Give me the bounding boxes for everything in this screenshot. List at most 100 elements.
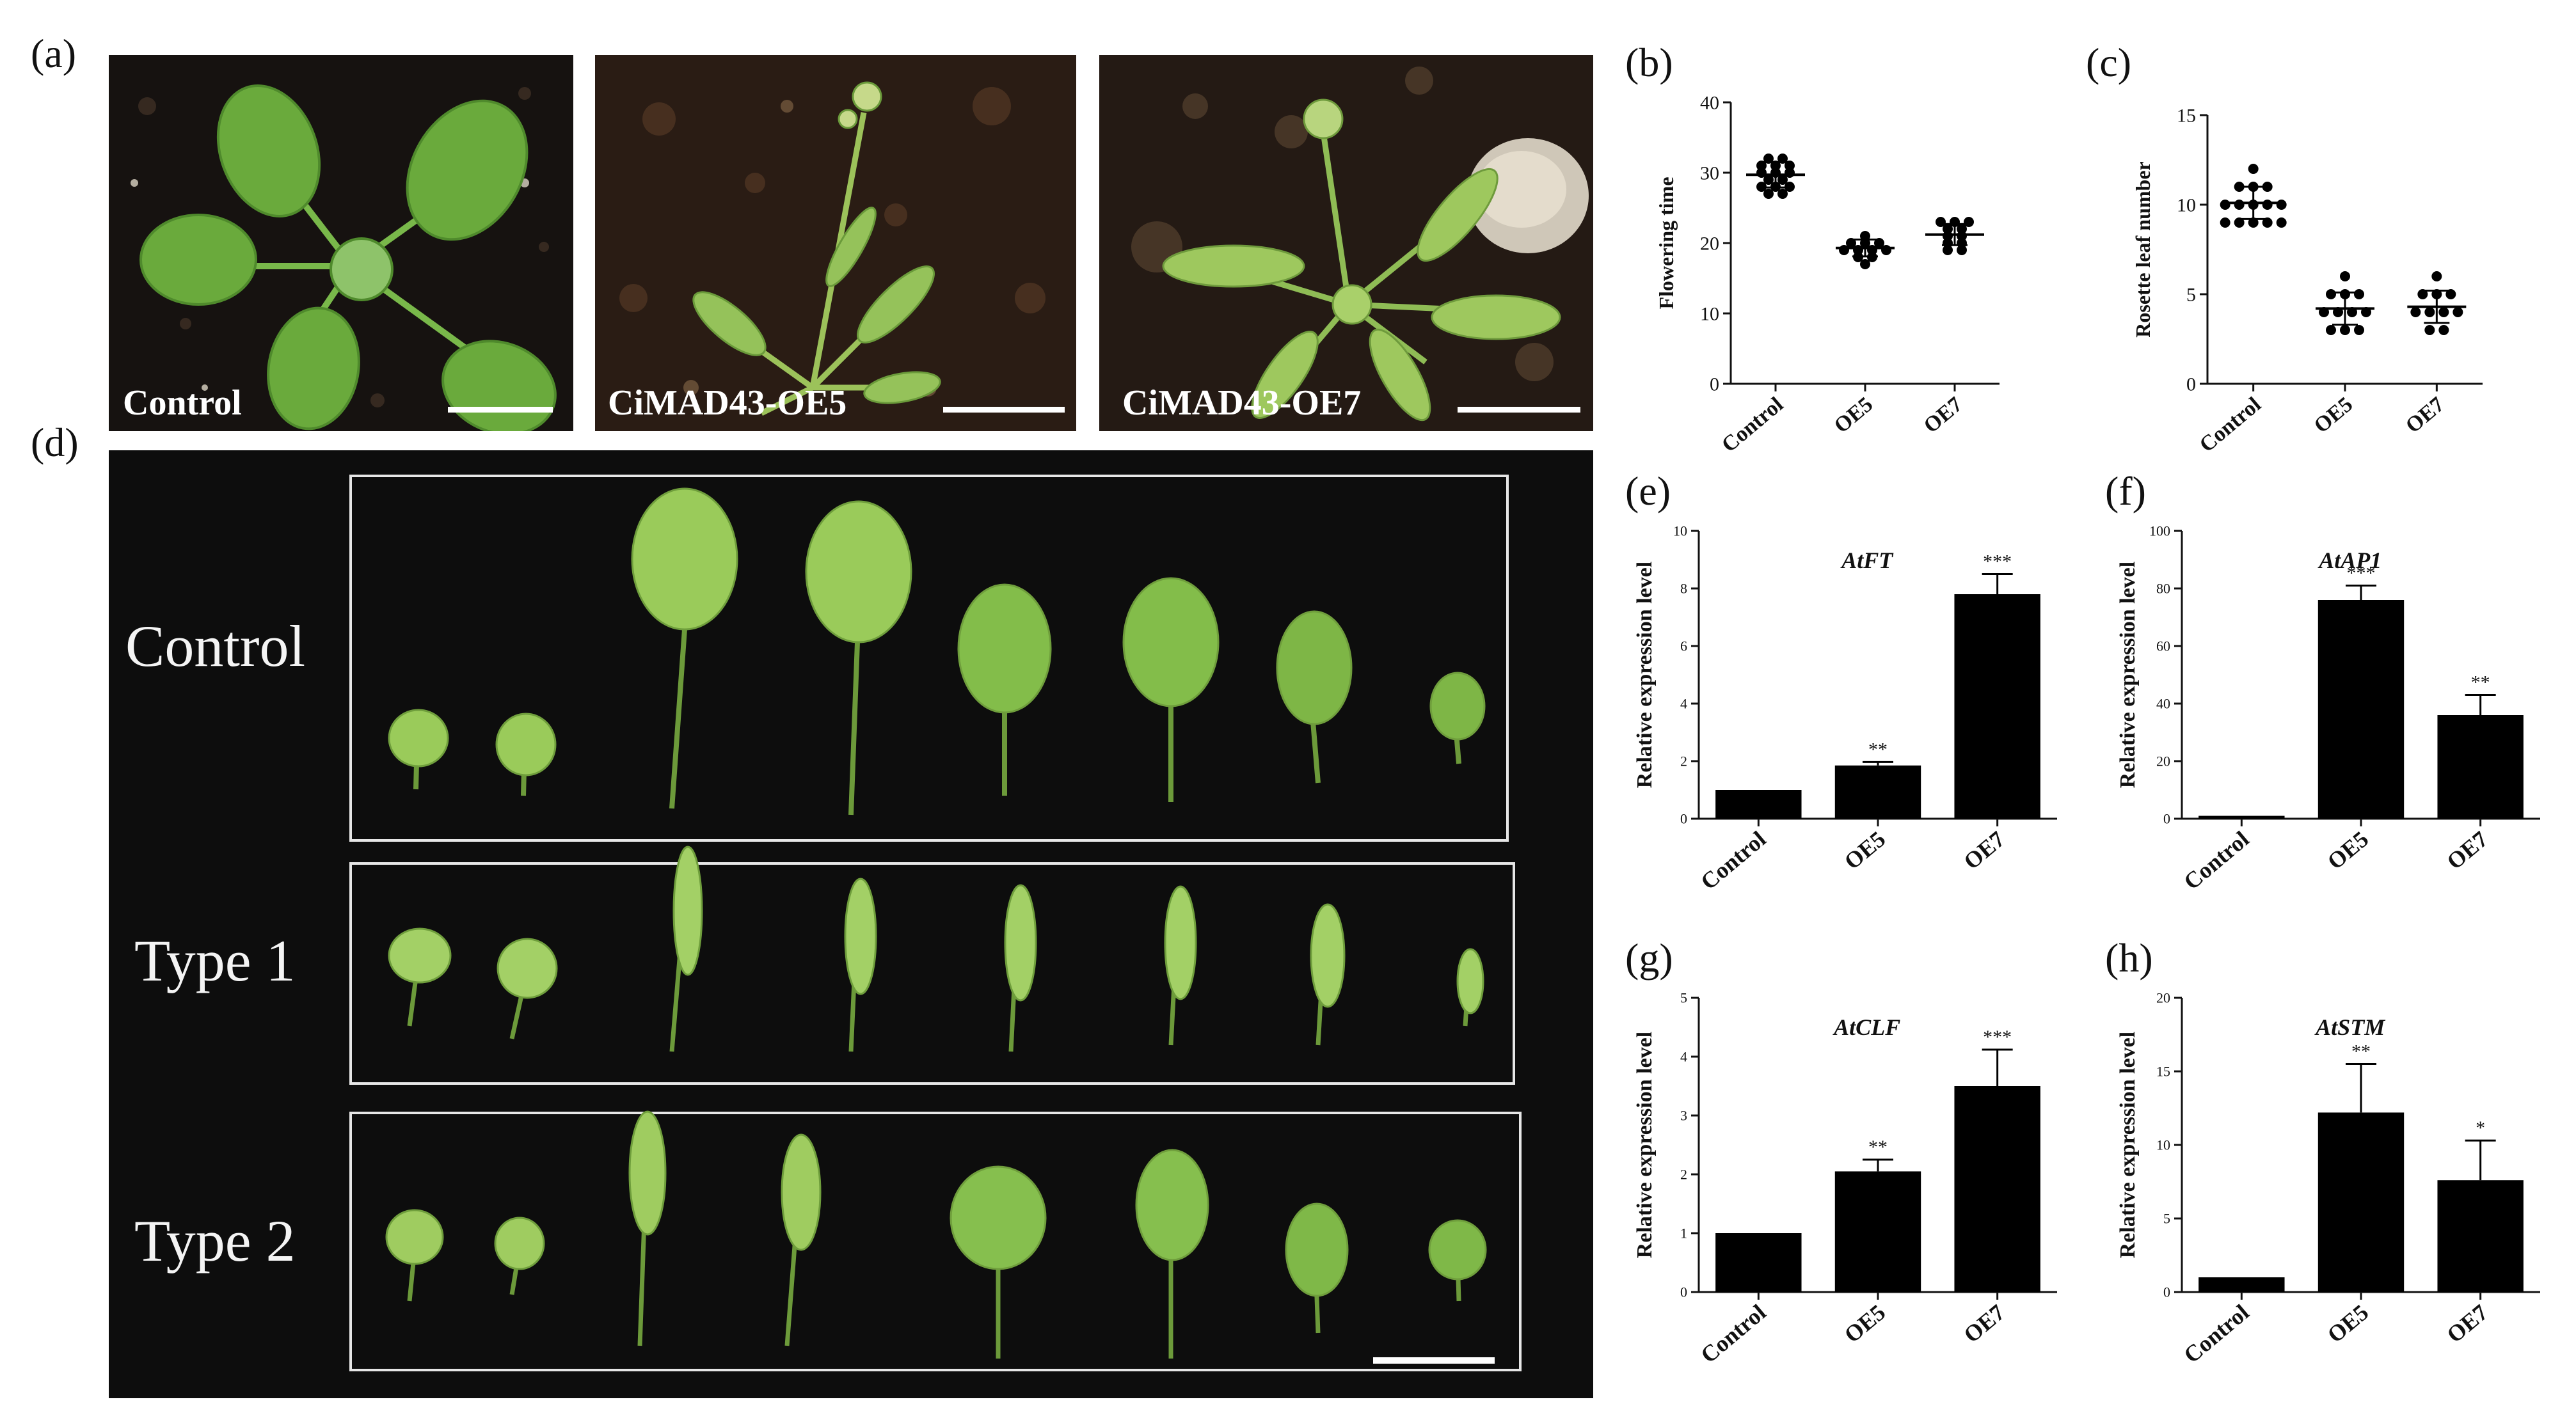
y-tick-label: 20 [2156, 753, 2170, 769]
bar [2318, 1112, 2405, 1292]
data-point [2248, 164, 2259, 174]
data-point [1777, 189, 1788, 199]
y-tick-label: 5 [2186, 285, 2196, 306]
photo-label-oe5: CiMAD43-OE5 [608, 383, 847, 423]
bar [1834, 1171, 1921, 1292]
data-point [1881, 245, 1891, 255]
significance-label: *** [2347, 563, 2376, 584]
x-tick-label: OE5 [2310, 393, 2357, 438]
chart-e-atft: 0 2 4 6 8 10 Relative expression level Control O… [1628, 518, 2102, 927]
y-tick-label: 15 [2177, 106, 2196, 127]
x-tick-label: OE7 [1959, 1299, 2009, 1348]
y-axis-label: Rosette leaf number [2131, 161, 2154, 337]
x-tick-label: OE5 [1840, 826, 1890, 874]
data-point [2262, 200, 2273, 210]
data-point [2445, 289, 2456, 299]
frame-type2-row [349, 1112, 1522, 1371]
panel-label-c: (c) [2086, 40, 2132, 85]
data-point [2438, 325, 2449, 335]
data-point [1839, 245, 1849, 255]
chart-h-svg: 0 5 10 15 20 Relative expression level Control… [2116, 990, 2540, 1368]
y-tick-label: 20 [2156, 990, 2170, 1006]
significance-label: ** [1868, 739, 1888, 760]
data-point [2326, 289, 2336, 299]
y-tick-label: 100 [2149, 523, 2170, 539]
y-tick-label: 3 [1680, 1108, 1687, 1124]
data-point [2431, 271, 2442, 281]
y-tick-label: 30 [1700, 163, 1719, 184]
panel-label-a: (a) [31, 31, 77, 76]
row-label-control: Control [125, 613, 306, 679]
y-tick-label: 5 [2163, 1211, 2170, 1227]
x-tick-label: OE7 [1959, 826, 2009, 874]
type2-leaves [385, 1110, 1487, 1359]
y-tick-label: 1 [1680, 1226, 1687, 1242]
significance-label: ** [2351, 1041, 2371, 1062]
photo-label-oe7: CiMAD43-OE7 [1122, 383, 1362, 423]
bar [2198, 1277, 2285, 1292]
row-label-type1: Type 1 [134, 928, 296, 993]
data-point [2234, 182, 2245, 192]
y-axis-label: Relative expression level [1633, 1032, 1657, 1258]
y-tick-label: 0 [1710, 374, 1719, 395]
data-point [1785, 182, 1795, 192]
panel-label-h: (h) [2105, 935, 2153, 981]
panel-label-d: (d) [31, 420, 79, 465]
photo-control-plant: Control [109, 55, 573, 431]
chart-g-atclf: 0 1 2 3 4 5 Relative expression level Control OE… [1628, 985, 2102, 1401]
data-point [2262, 217, 2273, 228]
x-tick-label: Control [2179, 826, 2254, 894]
chart-f-atap1: 0 20 40 60 80 100 Relative expression level Con… [2111, 518, 2559, 927]
x-tick-label: OE7 [1920, 393, 1967, 438]
data-point [2220, 200, 2230, 210]
y-tick-label: 20 [1700, 233, 1719, 255]
bar [2318, 600, 2405, 819]
data-point [2234, 200, 2245, 210]
photo-label-control: Control [123, 383, 242, 423]
data-point [1943, 224, 1953, 234]
panel-label-b: (b) [1625, 40, 1673, 85]
y-tick-label: 4 [1680, 1049, 1687, 1065]
frame-type1-row [349, 862, 1515, 1085]
data-point [1943, 245, 1953, 255]
data-point [1957, 245, 1967, 255]
data-point [2417, 289, 2428, 299]
y-tick-label: 40 [2156, 696, 2170, 712]
bar [1834, 765, 1921, 819]
x-tick-label: OE7 [2401, 393, 2449, 438]
y-tick-label: 8 [1680, 581, 1687, 597]
chart-b-flowering-time: 0 10 20 30 40 Flowering time Control OE5 OE7 [1628, 90, 2076, 467]
data-point [1777, 175, 1788, 185]
y-tick-label: 10 [2156, 1137, 2170, 1153]
data-point [2326, 325, 2336, 335]
x-tick-label: Control [2195, 393, 2266, 457]
x-tick-label: OE7 [2442, 1299, 2492, 1348]
y-tick-label: 10 [1673, 523, 1687, 539]
control-leaves [388, 487, 1486, 816]
data-point [2276, 200, 2287, 210]
panel-label-e: (e) [1625, 468, 1671, 514]
y-tick-label: 0 [2163, 1284, 2170, 1300]
bar [2198, 816, 2285, 819]
significance-label: ** [1868, 1137, 1888, 1158]
bar [1715, 790, 1802, 819]
y-axis-label: Flowering time [1655, 177, 1678, 309]
data-point [2234, 217, 2245, 228]
data-point [1957, 224, 1967, 234]
chart-f-svg: 0 20 40 60 80 100 Relative expression level Con… [2116, 523, 2540, 895]
y-axis-label: Relative expression level [1633, 562, 1657, 788]
type1-leaves [388, 846, 1484, 1052]
y-tick-label: 10 [2177, 195, 2196, 216]
y-tick-label: 15 [2156, 1064, 2170, 1080]
bar [1954, 1086, 2040, 1292]
y-tick-label: 2 [1680, 1167, 1687, 1183]
x-tick-label: Control [1696, 1299, 1770, 1368]
frame-control-row [349, 475, 1509, 842]
chart-c-rosette-leaf-number: 0 5 10 15 Rosette leaf number Control OE5 OE7 [2111, 90, 2553, 467]
y-tick-label: 5 [1680, 990, 1687, 1006]
y-tick-label: 0 [1680, 811, 1687, 827]
y-axis-label: Relative expression level [2116, 562, 2140, 788]
gene-title: AtSTM [2314, 1014, 2386, 1040]
y-tick-label: 4 [1680, 696, 1687, 712]
bar [1715, 1233, 1802, 1292]
